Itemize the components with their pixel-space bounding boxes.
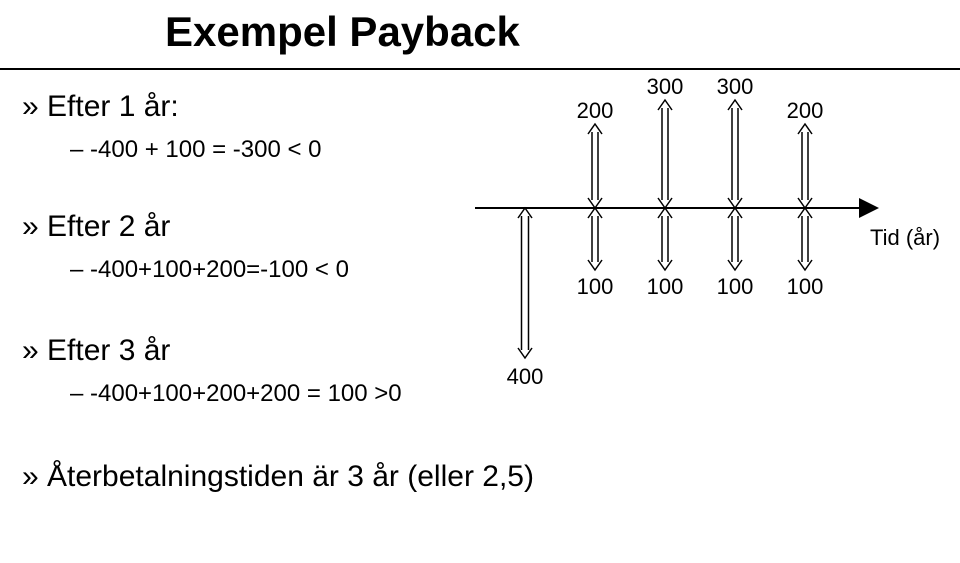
dash-marker: – bbox=[70, 380, 90, 407]
label-up-0: 200 bbox=[571, 98, 619, 124]
page-title: Exempel Payback bbox=[165, 8, 520, 56]
bullet-3-text: Efter 3 år bbox=[47, 334, 170, 367]
label-down-3: 100 bbox=[781, 274, 829, 300]
bullet-marker: » bbox=[22, 210, 47, 243]
dash-marker: – bbox=[70, 136, 90, 163]
bullet-marker: » bbox=[22, 334, 47, 367]
label-up-3: 200 bbox=[781, 98, 829, 124]
label-up-2: 300 bbox=[711, 74, 759, 100]
bullet-2-sub-text: -400+100+200=-100 < 0 bbox=[90, 256, 349, 283]
bullet-marker: » bbox=[22, 90, 47, 123]
label-big-down: 400 bbox=[501, 364, 549, 390]
label-down-2: 100 bbox=[711, 274, 759, 300]
bullet-1-sub-text: -400 + 100 = -300 < 0 bbox=[90, 136, 322, 163]
bullet-2: » Efter 2 år bbox=[22, 210, 170, 244]
bullet-3-sub: – -400+100+200+200 = 100 >0 bbox=[70, 380, 402, 408]
label-down-0: 100 bbox=[571, 274, 619, 300]
label-down-1: 100 bbox=[641, 274, 689, 300]
bullet-marker: » bbox=[22, 460, 47, 493]
title-underline bbox=[0, 68, 960, 70]
bullet-4: » Återbetalningstiden är 3 år (eller 2,5… bbox=[22, 460, 534, 494]
bullet-3: » Efter 3 år bbox=[22, 334, 170, 368]
bullet-1-sub: – -400 + 100 = -300 < 0 bbox=[70, 136, 322, 164]
bullet-3-sub-text: -400+100+200+200 = 100 >0 bbox=[90, 380, 402, 407]
bullet-1: » Efter 1 år: bbox=[22, 90, 179, 124]
bullet-2-text: Efter 2 år bbox=[47, 210, 170, 243]
time-axis-label: Tid (år) bbox=[870, 225, 940, 251]
bullet-4-text: Återbetalningstiden är 3 år (eller 2,5) bbox=[47, 460, 534, 493]
label-up-1: 300 bbox=[641, 74, 689, 100]
bullet-1-text: Efter 1 år: bbox=[47, 90, 179, 123]
bullet-2-sub: – -400+100+200=-100 < 0 bbox=[70, 256, 349, 284]
dash-marker: – bbox=[70, 256, 90, 283]
